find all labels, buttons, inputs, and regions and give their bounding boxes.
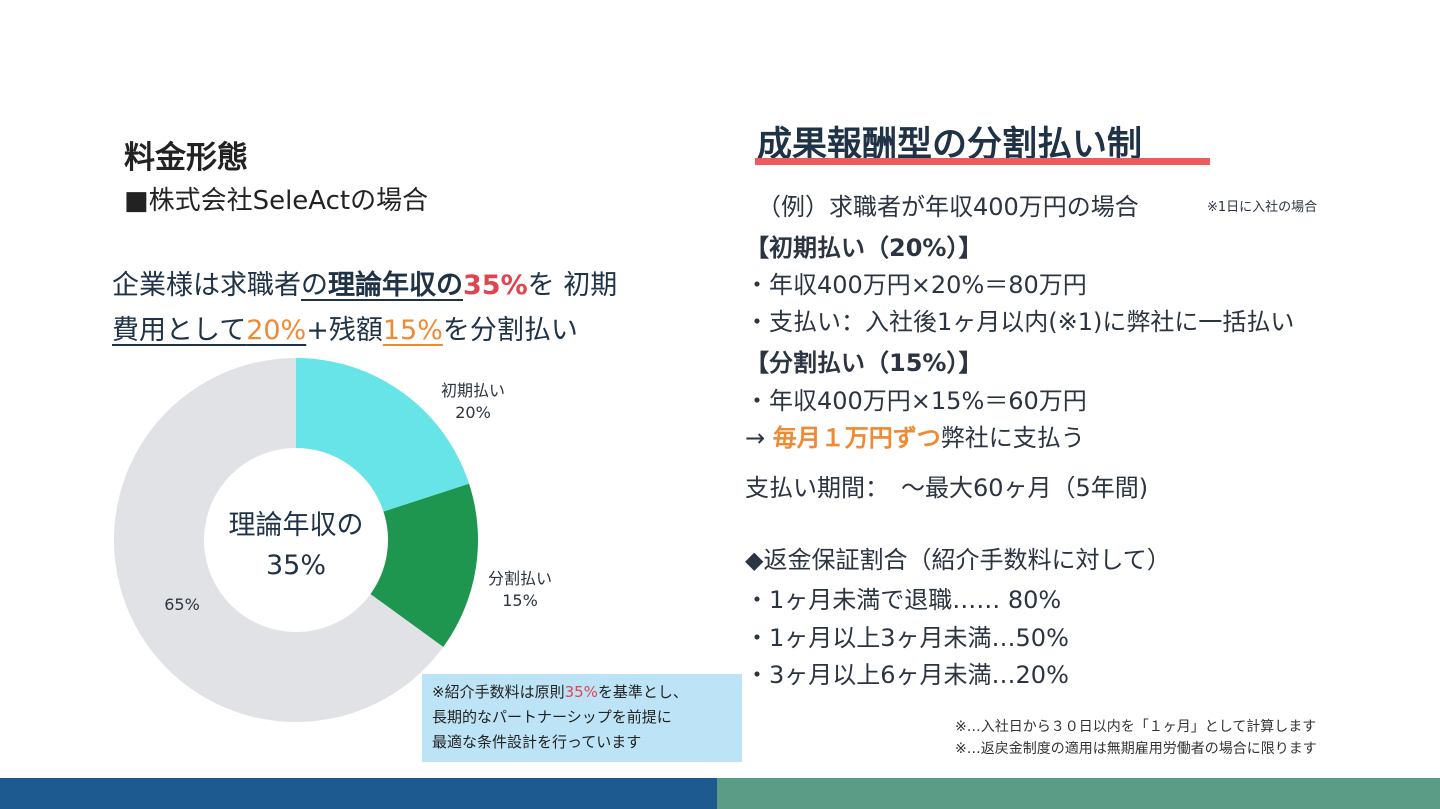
donut-chart: 理論年収の 35% 初期払い 20% 分割払い 15% 65% [114,358,552,722]
slice-remainder [114,358,444,722]
note-line-1: ※紹介手数料は原則35%を基準とし、 [432,683,688,701]
initial-calc: ・年収400万円×20%＝80万円 [745,271,1087,299]
headline-text: 企業様は求職者 [112,270,301,301]
headline-35-percent: 35% [463,270,528,301]
headline-15-percent: 15% [382,315,443,346]
headline-line-2: 費用として20%+残額15%を分割払い [112,308,578,347]
monthly-line: → 毎月１万円ずつ弊社に支払う [745,418,1085,453]
slice-installment [370,483,478,647]
example-note: ※1日に入社の場合 [1207,200,1318,215]
example-line: （例）求職者が年収400万円の場合 [757,193,1139,221]
footer-bar-right [717,778,1440,809]
center-label-line-2: 35% [266,550,326,581]
arrow-text: → [745,424,773,452]
note-line-2: 長期的なパートナーシップを前提に [432,708,672,726]
headline-underlined: の理論年収の [301,270,463,301]
slice-initial-payment [296,358,470,512]
footer-bar-left [0,778,717,809]
refund-item-1: ・1ヶ月未満で退職…… 80% [745,586,1062,614]
refund-item-2: ・1ヶ月以上3ヶ月未満…50% [745,624,1069,652]
slice-label: 分割払い 15% [488,569,552,610]
refund-item-3: ・3ヶ月以上6ヶ月未満…20% [745,661,1069,689]
headline-text: を 初期 [527,270,618,301]
headline-text: を分割払い [442,315,578,346]
split-calc: ・年収400万円×15%＝60万円 [745,387,1087,415]
headline-20-percent: 20% [246,315,307,346]
slice-label: 65% [164,595,200,614]
note-35-percent: 35% [564,683,598,701]
payment-period: 支払い期間： ～最大60ヶ月（5年間) [745,474,1149,502]
monthly-amount: 毎月１万円ずつ [772,424,941,452]
monthly-rest: 弊社に支払う [940,424,1085,452]
footnote-1: ※…入社日から３０日以内を「１ヶ月」として計算します [955,719,1317,735]
split-header: 【分割払い（15%）】 [745,349,983,377]
company-line: ■株式会社SeleActの場合 [124,186,429,216]
headline-underlined: 費用として20% [112,315,307,346]
center-label-line-1: 理論年収の [229,510,364,541]
headline-text: +残額 [306,315,383,346]
initial-payment: ・支払い：入社後1ヶ月以内(※1)に弊社に一括払い [745,308,1295,336]
slice-labels: 初期払い 20% 分割払い 15% 65% [164,381,552,614]
headline-line-1: 企業様は求職者の理論年収の35%を 初期 [112,263,617,302]
refund-header: ◆返金保証割合（紹介手数料に対して） [745,546,1171,574]
footnote-2: ※…返戻金制度の適用は無期雇用労働者の場合に限ります [955,741,1317,757]
title-underline-bar [755,158,1210,165]
fee-note-box: ※紹介手数料は原則35%を基準とし、 長期的なパートナーシップを前提に 最適な条… [422,674,742,762]
slice-label: 初期払い 20% [441,381,505,422]
initial-header: 【初期払い（20%）】 [745,234,983,262]
note-line-3: 最適な条件設計を行っています [432,733,642,751]
donut-slices [114,358,478,722]
section-title: 料金形態 [124,140,248,176]
